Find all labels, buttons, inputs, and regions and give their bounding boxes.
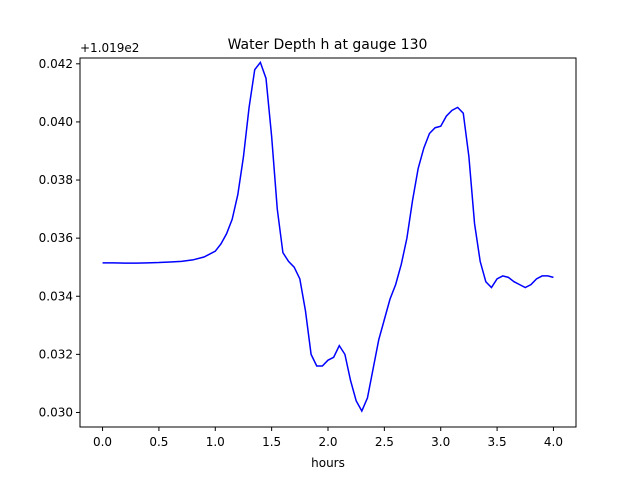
plot-frame bbox=[79, 57, 577, 428]
x-tick-label: 3.0 bbox=[431, 435, 450, 449]
x-tick-label: 3.5 bbox=[488, 435, 507, 449]
y-offset-label: +1.019e2 bbox=[80, 41, 139, 55]
chart-title: Water Depth h at gauge 130 bbox=[228, 37, 428, 53]
x-tick-label: 1.5 bbox=[262, 435, 281, 449]
y-tick-label: 0.042 bbox=[39, 57, 73, 71]
y-tick-label: 0.032 bbox=[39, 347, 73, 361]
series-line bbox=[102, 60, 554, 413]
x-tick-label: 2.5 bbox=[375, 435, 394, 449]
x-tick-label: 0.5 bbox=[149, 435, 168, 449]
y-tick-label: 0.040 bbox=[39, 115, 73, 129]
plot-area bbox=[79, 57, 577, 428]
y-tick-label: 0.038 bbox=[39, 173, 73, 187]
x-axis-label: hours bbox=[311, 456, 345, 470]
x-tick-label: 0.0 bbox=[93, 435, 112, 449]
x-tick-label: 4.0 bbox=[544, 435, 563, 449]
x-axis: 0.0 0.5 1.0 1.5 2.0 2.5 3.0 3.5 4.0 bbox=[93, 427, 563, 449]
y-tick-label: 0.036 bbox=[39, 231, 73, 245]
y-axis: 0.030 0.032 0.034 0.036 0.038 0.040 0.042 bbox=[39, 57, 80, 419]
y-tick-label: 0.030 bbox=[39, 405, 73, 419]
x-tick-label: 1.0 bbox=[206, 435, 225, 449]
y-tick-label: 0.034 bbox=[39, 289, 73, 303]
x-tick-label: 2.0 bbox=[318, 435, 337, 449]
